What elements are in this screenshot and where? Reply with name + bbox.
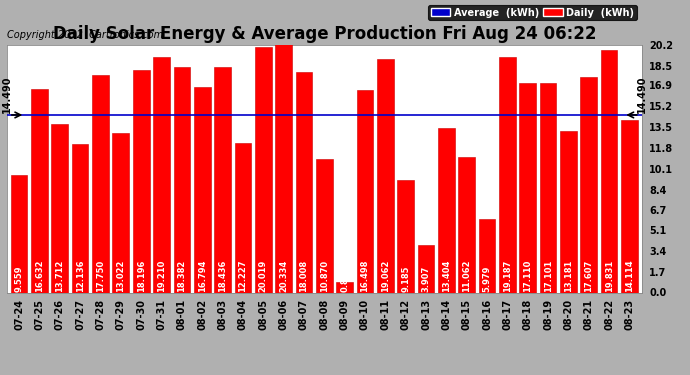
Legend: Average  (kWh), Daily  (kWh): Average (kWh), Daily (kWh) [428, 5, 637, 20]
Text: 19.210: 19.210 [157, 260, 166, 292]
Bar [316, 159, 333, 292]
Text: 16.498: 16.498 [360, 260, 369, 292]
Text: 9.559: 9.559 [14, 266, 23, 292]
Bar [11, 176, 28, 292]
Text: 13.181: 13.181 [564, 260, 573, 292]
Text: 10.870: 10.870 [319, 260, 329, 292]
Bar [458, 157, 475, 292]
Bar [112, 133, 129, 292]
Text: 18.382: 18.382 [177, 260, 186, 292]
Bar [255, 47, 272, 292]
Text: 9.185: 9.185 [401, 266, 410, 292]
Bar [92, 75, 109, 292]
Text: 18.436: 18.436 [218, 260, 227, 292]
Bar [621, 120, 638, 292]
Bar [336, 282, 353, 292]
Bar [52, 124, 68, 292]
Text: 12.227: 12.227 [239, 260, 248, 292]
Text: 20.019: 20.019 [259, 260, 268, 292]
Bar [295, 72, 313, 292]
Text: 16.794: 16.794 [198, 260, 207, 292]
Bar [31, 89, 48, 292]
Text: 17.101: 17.101 [544, 260, 553, 292]
Bar [438, 128, 455, 292]
Bar [540, 83, 556, 292]
Bar [153, 57, 170, 292]
Bar [357, 90, 373, 292]
Bar [560, 131, 577, 292]
Text: 19.062: 19.062 [381, 260, 390, 292]
Bar [214, 67, 231, 292]
Text: 5.979: 5.979 [482, 266, 491, 292]
Text: 14.114: 14.114 [625, 259, 634, 292]
Text: 17.110: 17.110 [523, 260, 532, 292]
Bar [580, 77, 597, 292]
Text: 16.632: 16.632 [35, 260, 44, 292]
Text: 19.831: 19.831 [604, 260, 613, 292]
Bar [397, 180, 414, 292]
Text: 13.712: 13.712 [55, 260, 64, 292]
Text: 18.196: 18.196 [137, 260, 146, 292]
Bar [479, 219, 495, 292]
Text: 17.607: 17.607 [584, 260, 593, 292]
Text: 13.022: 13.022 [117, 260, 126, 292]
Bar [72, 144, 88, 292]
Text: 17.750: 17.750 [96, 260, 105, 292]
Bar [417, 244, 435, 292]
Text: 14.490: 14.490 [2, 76, 12, 113]
Bar [194, 87, 210, 292]
Text: 11.062: 11.062 [462, 260, 471, 292]
Bar [275, 44, 292, 292]
Text: 14.490: 14.490 [637, 76, 647, 113]
Bar [520, 83, 536, 292]
Text: Copyright 2012  Cartronics.com: Copyright 2012 Cartronics.com [7, 30, 163, 40]
Text: 3.907: 3.907 [422, 266, 431, 292]
Bar [499, 57, 515, 292]
Title: Daily Solar Energy & Average Production Fri Aug 24 06:22: Daily Solar Energy & Average Production … [52, 26, 596, 44]
Bar [133, 69, 150, 292]
Text: 18.008: 18.008 [299, 260, 308, 292]
Text: 13.404: 13.404 [442, 260, 451, 292]
Text: 20.334: 20.334 [279, 260, 288, 292]
Text: 19.187: 19.187 [503, 260, 512, 292]
Text: 12.136: 12.136 [76, 260, 85, 292]
Bar [601, 50, 618, 292]
Text: 0.874: 0.874 [340, 266, 349, 292]
Bar [174, 67, 190, 292]
Bar [377, 59, 394, 292]
Bar [235, 143, 251, 292]
